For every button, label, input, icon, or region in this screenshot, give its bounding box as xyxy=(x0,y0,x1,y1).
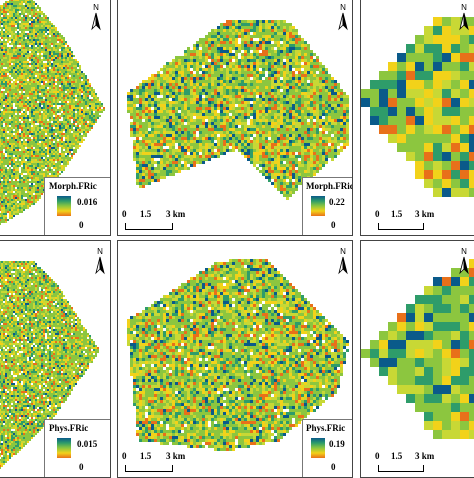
legend-gradient xyxy=(57,196,71,216)
north-arrow-icon: N xyxy=(336,249,350,275)
scale-label-mid: 1.5 xyxy=(140,451,151,461)
scale-ticks xyxy=(125,223,149,230)
scale-label-end: 3 km xyxy=(415,209,434,219)
legend-min: 0 xyxy=(79,462,84,472)
legend: Phys.FRic 0.015 0 xyxy=(44,419,111,478)
legend-gradient xyxy=(57,438,71,458)
map-panel-morph-medium: N 0 1.5 3 km Morph.FRic 0.22 0 xyxy=(117,0,353,236)
legend: Morph.FRic 0.016 0 xyxy=(44,177,111,236)
legend-min: 0 xyxy=(331,462,336,472)
scale-label-end: 3 km xyxy=(415,451,434,461)
scale-bar: 0 1.5 3 km xyxy=(375,451,474,477)
legend-gradient xyxy=(311,438,325,458)
map-panel-phys-medium: N 0 1.5 3 km Phys.FRic 0.19 0 xyxy=(117,240,353,478)
legend-max: 0.016 xyxy=(77,197,97,207)
scale-ticks xyxy=(378,223,401,230)
map-raster xyxy=(361,241,474,478)
scale-label-0: 0 xyxy=(375,451,380,461)
scale-label-mid: 1.5 xyxy=(391,451,402,461)
map-panel-phys-coarse: N 0 1.5 3 km xyxy=(360,240,474,478)
legend-min: 0 xyxy=(331,220,336,230)
map-panel-phys-fine: N Phys.FRic 0.015 0 xyxy=(0,240,111,478)
legend-max: 0.19 xyxy=(329,439,345,449)
legend-title: Morph.FRic xyxy=(49,181,97,191)
scale-bar: 0 1.5 3 km xyxy=(122,209,222,235)
scale-bar: 0 1.5 3 km xyxy=(375,209,474,235)
legend-title: Phys.FRic xyxy=(49,423,88,433)
north-arrow-icon: N xyxy=(457,5,471,31)
scale-ticks xyxy=(125,465,149,472)
north-arrow-icon: N xyxy=(89,5,103,31)
scale-label-0: 0 xyxy=(122,451,127,461)
north-arrow-icon: N xyxy=(457,249,471,275)
scale-label-0: 0 xyxy=(122,209,127,219)
scale-label-mid: 1.5 xyxy=(391,209,402,219)
scale-ticks xyxy=(378,465,401,472)
scale-label-end: 3 km xyxy=(166,209,185,219)
north-arrow-icon: N xyxy=(93,249,107,275)
legend-min: 0 xyxy=(79,220,84,230)
scale-label-0: 0 xyxy=(375,209,380,219)
legend-title: Phys.FRic xyxy=(306,423,345,433)
map-panel-morph-coarse: N 0 1.5 3 km xyxy=(360,0,474,236)
legend: Phys.FRic 0.19 0 xyxy=(302,419,353,478)
map-raster xyxy=(361,0,474,236)
legend-gradient xyxy=(311,196,325,216)
legend-max: 0.22 xyxy=(329,197,345,207)
scale-label-end: 3 km xyxy=(166,451,185,461)
scale-bar: 0 1.5 3 km xyxy=(122,451,222,477)
scale-label-mid: 1.5 xyxy=(140,209,151,219)
legend-max: 0.015 xyxy=(77,439,97,449)
map-panel-morph-fine: N Morph.FRic 0.016 0 xyxy=(0,0,111,236)
legend: Morph.FRic 0.22 0 xyxy=(302,177,353,236)
legend-title: Morph.FRic xyxy=(306,181,353,191)
north-arrow-icon: N xyxy=(336,5,350,31)
